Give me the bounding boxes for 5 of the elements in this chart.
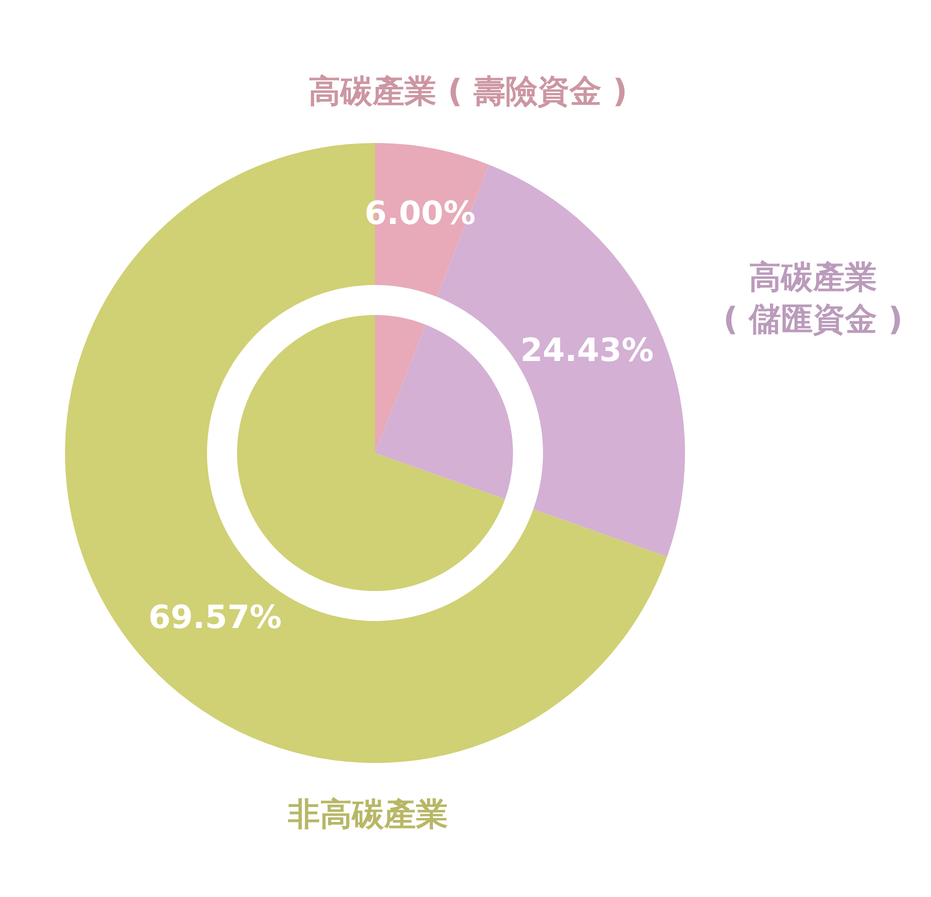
slice-label: 非高碳產業 xyxy=(287,794,449,835)
slice-label: 高碳產業 ( 壽險資金 ) xyxy=(308,71,628,112)
text: 69.57% xyxy=(148,598,282,636)
text: 24.43% xyxy=(520,331,654,369)
slice-label: 高碳產業 ( 儲匯資金 ) xyxy=(722,257,904,340)
